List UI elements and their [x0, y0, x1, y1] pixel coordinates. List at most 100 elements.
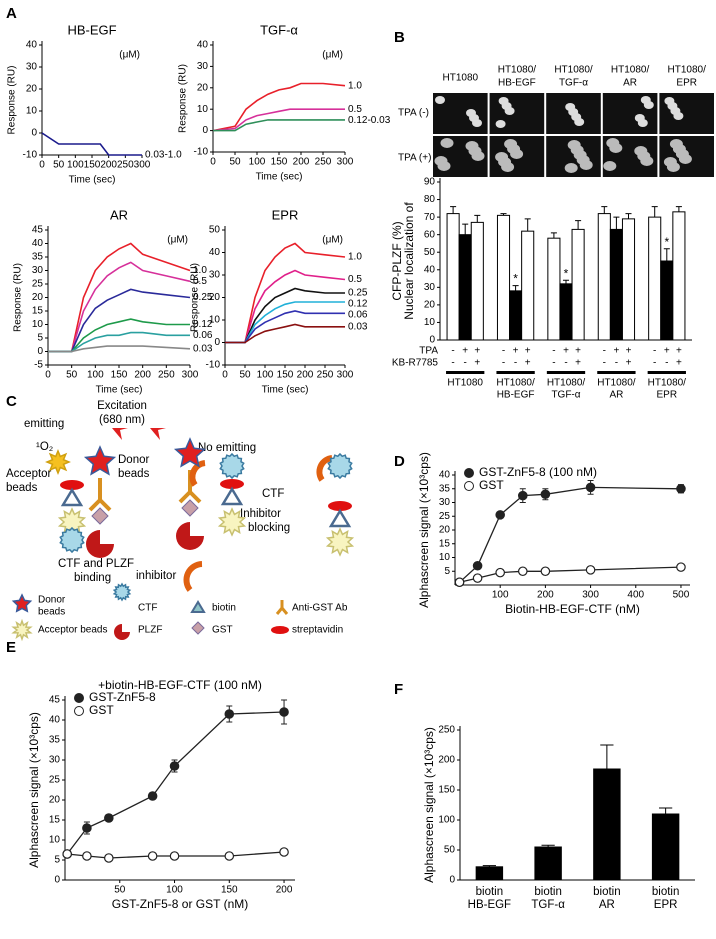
biotin	[60, 487, 84, 507]
label: blocking	[248, 522, 290, 534]
point	[676, 562, 686, 572]
acceptor-bead	[45, 449, 71, 475]
x-tick-label: 50	[53, 160, 65, 171]
y-axis-title: Response (RU)	[190, 263, 201, 332]
kb-sign: -	[653, 358, 656, 369]
image-column-label: HT1080/	[668, 65, 707, 76]
image-row-label: TPA (+)	[398, 153, 431, 164]
legend-label: CTF	[138, 603, 157, 614]
y-tick-label: 25	[439, 511, 451, 522]
plzf	[86, 522, 204, 558]
x-tick-label: 200	[297, 370, 314, 381]
panel-letter: F	[394, 681, 403, 698]
panel-letters: A B C D E F	[6, 5, 405, 698]
y-tick-label: 90	[424, 177, 436, 188]
kb-sign: +	[676, 358, 682, 369]
x-tick-label: 0	[45, 370, 51, 381]
series-line	[225, 310, 345, 344]
unit-label: (μM)	[119, 50, 140, 61]
point	[82, 851, 92, 861]
legend-biotin	[190, 600, 206, 613]
point	[495, 567, 505, 578]
error-bar	[524, 218, 531, 232]
series-line	[213, 119, 345, 132]
tpa-sign: -	[603, 346, 606, 357]
y-tick-label: 10	[32, 319, 44, 330]
x-axis-title: Time (sec)	[262, 385, 309, 396]
y-tick-label: 20	[439, 525, 451, 536]
y-tick-label: 35	[439, 483, 451, 494]
inhibitor	[316, 455, 333, 482]
label: Excitation	[97, 400, 147, 412]
point	[224, 709, 235, 719]
y-tick-label: 0	[429, 335, 435, 346]
y-tick-label: 45	[32, 225, 44, 236]
category-label: HT1080/	[648, 378, 687, 389]
x-tick-label: 200	[134, 370, 151, 381]
y-tick-label: 10	[26, 106, 38, 117]
gst	[91, 499, 199, 525]
kb-sign: -	[603, 358, 606, 369]
tpa-sign: -	[552, 346, 555, 357]
legend-label: GST	[89, 703, 114, 717]
x-tick-label: 300	[337, 370, 354, 381]
panel-letter: C	[6, 393, 17, 410]
legend-label: GST	[479, 478, 504, 492]
error-bar	[675, 206, 682, 212]
x-tick-label: 50	[114, 885, 126, 896]
y-axis-title: CFP-PLZF (%)	[390, 221, 404, 300]
bar	[470, 221, 484, 341]
y-axis-title: Response (RU)	[13, 263, 24, 332]
nucleus	[466, 109, 476, 117]
x-tick-label: 50	[239, 370, 251, 381]
group-underline	[597, 371, 636, 374]
series-label: 0.5	[348, 274, 362, 285]
y-tick-label: 10	[209, 315, 221, 326]
legend-marker	[464, 481, 474, 491]
series-label: 1.0	[348, 80, 362, 91]
x-tick-label: 200	[276, 885, 293, 896]
y-tick-label: 5	[444, 566, 450, 577]
y-tick-label: 30	[439, 497, 451, 508]
bar	[593, 768, 621, 881]
category-label: EPR	[654, 899, 678, 911]
category-label: HT1080/	[496, 378, 535, 389]
kb-sign: -	[615, 358, 618, 369]
nucleus	[565, 103, 576, 111]
y-tick-label: 35	[49, 735, 61, 746]
image-column-label: AR	[623, 78, 637, 89]
bar	[609, 228, 623, 341]
label: CTF and PLZF	[58, 558, 134, 570]
series-line	[48, 318, 190, 353]
y-tick-label: 35	[32, 252, 44, 263]
y-tick-label: 100	[438, 815, 455, 826]
point	[224, 851, 235, 861]
tpa-sign: +	[626, 346, 632, 357]
x-tick-label: 300	[182, 370, 199, 381]
tpa-sign: +	[613, 346, 619, 357]
tpa-sign: +	[513, 346, 519, 357]
label: Donor	[118, 454, 149, 466]
category-label: biotin	[593, 886, 621, 898]
chart-title: +biotin-HB-EGF-CTF (100 nM)	[98, 678, 262, 692]
error-bar	[450, 206, 457, 214]
y-tick-label: 40	[49, 715, 61, 726]
y-tick-label: 40	[32, 238, 44, 249]
y-tick-label: 250	[438, 725, 455, 736]
y-tick-label: -10	[194, 147, 209, 158]
point	[279, 847, 289, 857]
bar	[651, 813, 680, 881]
kb-sign: +	[525, 358, 531, 369]
y-tick-label: 25	[32, 279, 44, 290]
x-tick-label: 400	[627, 590, 644, 601]
nucleus	[663, 157, 677, 167]
y-tick-label: -10	[206, 360, 221, 371]
legend-label: Anti-GST Ab	[292, 603, 348, 614]
unit-label: (μM)	[167, 235, 188, 246]
y-tick-label: 50	[209, 225, 221, 236]
image-column-label: TGF-α	[559, 78, 588, 89]
legend-donor	[11, 593, 33, 613]
y-axis-title: Nuclear localization of	[402, 202, 416, 320]
micrograph	[489, 93, 545, 134]
y-tick-label: 40	[209, 247, 221, 258]
